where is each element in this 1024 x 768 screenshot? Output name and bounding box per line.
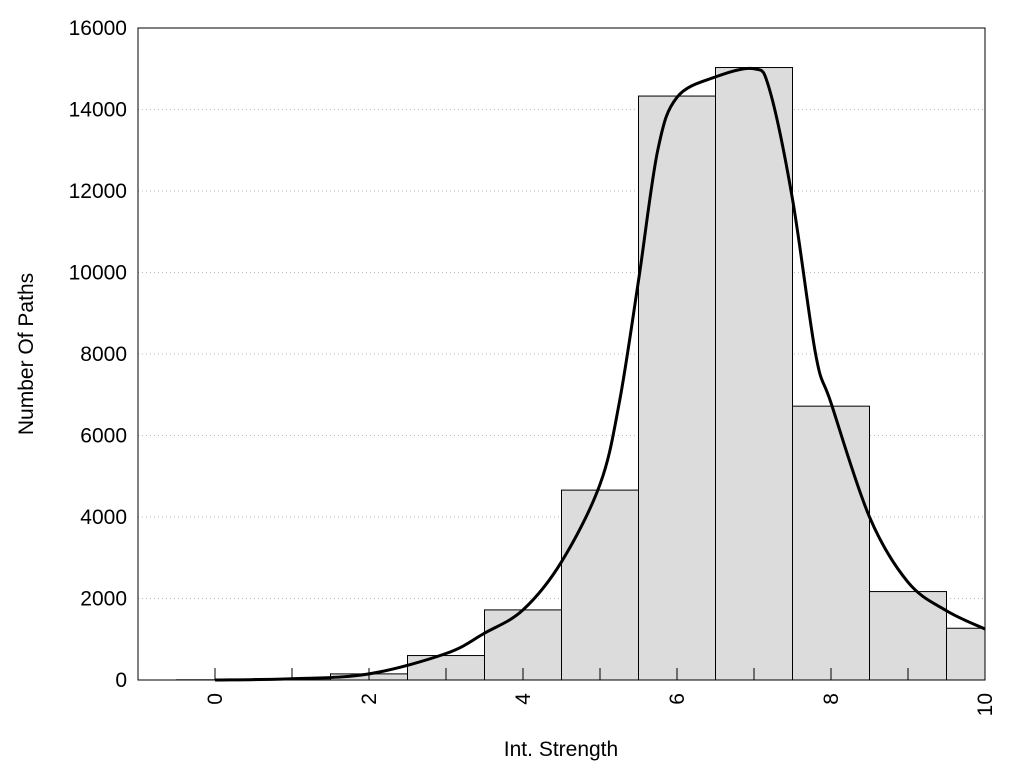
histogram-bar (561, 489, 639, 681)
y-tick-label: 12000 (69, 180, 127, 203)
y-tick-label: 16000 (69, 17, 127, 40)
x-tick-label: 10 (974, 693, 997, 716)
y-tick-label: 14000 (69, 99, 127, 122)
x-tick-label: 8 (820, 693, 843, 705)
histogram-bar (946, 627, 986, 681)
y-tick-label: 4000 (80, 506, 127, 529)
y-tick-label: 6000 (80, 425, 127, 448)
y-tick-label: 10000 (69, 262, 127, 285)
plot-frame (137, 27, 986, 681)
bars (176, 67, 986, 681)
histogram-bar (638, 95, 716, 681)
x-tick-label: 2 (358, 693, 381, 705)
x-tick-labels: 0 2 4 6 8 10 (204, 693, 997, 717)
y-tick-label: 8000 (80, 343, 127, 366)
histogram-bar (869, 591, 947, 681)
x-tick-label: 4 (512, 693, 535, 705)
x-tick-label: 0 (204, 693, 227, 705)
density-curve (214, 66, 986, 682)
y-tick-labels: 0 2000 4000 6000 8000 10000 12000 14000 16000 (69, 17, 127, 692)
histogram-bar (715, 67, 793, 681)
histogram-bar (792, 405, 870, 681)
y-tick-label: 0 (115, 669, 127, 692)
x-axis-title: Int. Strength (504, 738, 618, 761)
x-tick-label: 6 (666, 693, 689, 705)
y-axis-title: Number Of Paths (15, 273, 38, 435)
y-tick-label: 2000 (80, 588, 127, 611)
